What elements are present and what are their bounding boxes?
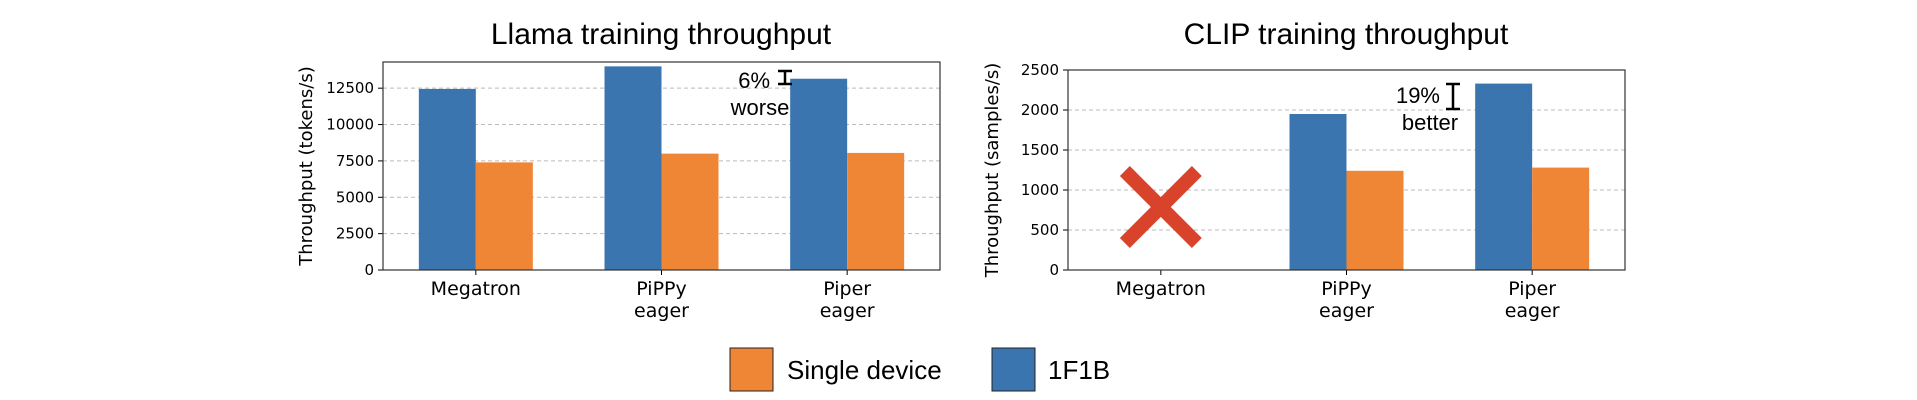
legend-swatch-1 (991, 347, 1036, 392)
missing-cross-icon (1119, 166, 1202, 248)
y-axis-label: Throughput (samples/s) (982, 63, 1003, 279)
clip-chart: CLIP training throughput 0 500 1000 1500 2000… (982, 18, 1626, 322)
bar-single-device-2 (847, 152, 905, 270)
y-tick-label: 500 (1030, 221, 1059, 239)
legend-label-0: Single device (787, 355, 942, 385)
y-tick-label: 2000 (1021, 101, 1059, 119)
bar-1f1b-1 (1289, 114, 1347, 270)
x-tick-label: eager (634, 300, 689, 322)
chart-title: CLIP training throughput (1184, 18, 1509, 51)
y-tick-label: 2500 (1021, 61, 1059, 79)
x-tick-label: Megatron (1116, 278, 1206, 300)
bar-1f1b-2 (1475, 83, 1533, 270)
plot-frame (1067, 69, 1626, 271)
x-tick-label: PiPPy (1321, 278, 1371, 300)
annotation-text: better (1402, 110, 1458, 135)
y-tick-label: 7500 (336, 152, 374, 170)
x-tick-label: eager (820, 300, 875, 322)
y-tick-label: 12500 (326, 79, 374, 97)
legend-label-1: 1F1B (1048, 355, 1110, 385)
llama-chart: Llama training throughput 0 2500 5000 7500 10… (296, 18, 941, 322)
annotation-value: 19% (1396, 83, 1440, 108)
x-tick-label: Piper (1508, 278, 1556, 300)
bar-1f1b-2 (790, 78, 848, 271)
y-tick-label: 0 (1049, 261, 1059, 279)
x-tick-label: eager (1505, 300, 1560, 322)
x-tick-label: PiPPy (636, 278, 686, 300)
x-tick-label: Piper (823, 278, 871, 300)
bar-1f1b-1 (604, 66, 662, 270)
y-tick-label: 5000 (336, 188, 374, 206)
plot-frame (382, 61, 941, 271)
bar-single-device-2 (1532, 167, 1590, 270)
legend-swatch-0 (729, 347, 774, 392)
bar-1f1b-0 (418, 88, 476, 270)
y-axis-label: Throughput (tokens/s) (296, 66, 317, 266)
x-tick-label: eager (1319, 300, 1374, 322)
bar-single-device-1 (1346, 170, 1404, 270)
annotation-text: worse (730, 95, 790, 120)
y-tick-label: 10000 (326, 116, 374, 134)
y-tick-label: 1000 (1021, 181, 1059, 199)
y-tick-label: 2500 (336, 225, 374, 243)
y-tick-label: 0 (364, 261, 374, 279)
bar-single-device-0 (475, 162, 533, 270)
y-tick-label: 1500 (1021, 141, 1059, 159)
legend: Single device 1F1B (729, 347, 1110, 392)
chart-title: Llama training throughput (491, 18, 832, 51)
annotation-value: 6% (738, 68, 770, 93)
bar-single-device-1 (661, 153, 719, 270)
x-tick-label: Megatron (431, 278, 521, 300)
